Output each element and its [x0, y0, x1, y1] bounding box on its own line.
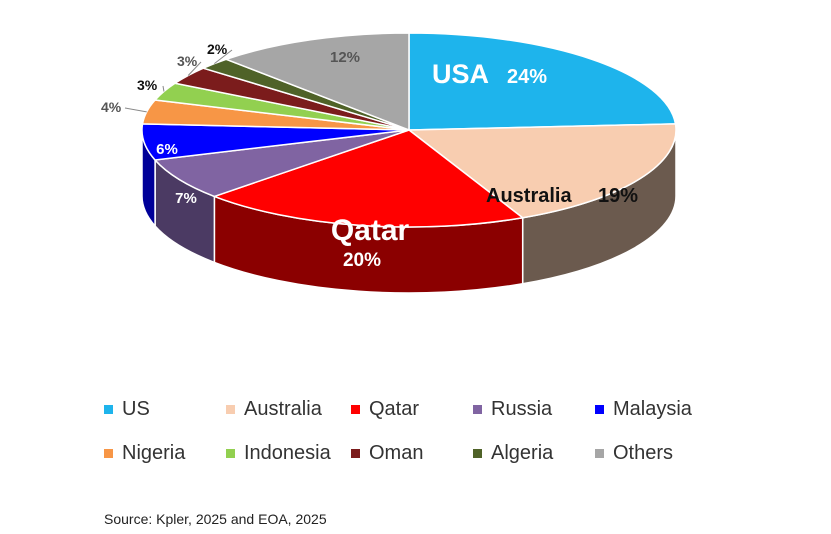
- legend-label: Oman: [369, 441, 424, 464]
- legend-item-indonesia: Indonesia: [226, 441, 351, 465]
- value-label-oman: 3%: [177, 53, 198, 69]
- source-note: Source: Kpler, 2025 and EOA, 2025: [104, 511, 327, 527]
- slice-name-us: USA: [432, 59, 489, 89]
- leader-lines: [124, 49, 233, 113]
- legend-swatch: [226, 404, 235, 414]
- legend-swatch: [104, 404, 113, 414]
- slice-name-qatar: Qatar: [331, 214, 410, 247]
- legend-item-algeria: Algeria: [473, 441, 595, 465]
- legend-item-nigeria: Nigeria: [104, 441, 226, 465]
- value-label-russia: 7%: [175, 190, 197, 207]
- slice-russia: [153, 129, 410, 198]
- value-label-nigeria: 4%: [101, 99, 122, 115]
- legend-item-us: US: [104, 397, 226, 421]
- legend-label: US: [122, 397, 150, 420]
- legend: US Australia Qatar Russia Malaysia Niger…: [104, 397, 744, 465]
- legend-label: Indonesia: [244, 441, 331, 464]
- slice-us: [408, 32, 677, 131]
- leader-line-algeria: [214, 49, 233, 64]
- legend-swatch: [226, 448, 235, 458]
- legend-label: Qatar: [369, 397, 420, 420]
- slice-qatar: [212, 129, 525, 228]
- legend-swatch: [351, 404, 360, 414]
- pie-slices: [141, 32, 677, 228]
- legend-item-oman: Oman: [351, 441, 473, 465]
- legend-label: Algeria: [491, 441, 554, 464]
- leader-line-nigeria: [124, 107, 147, 113]
- legend-swatch: [104, 448, 113, 458]
- slice-others: [224, 32, 410, 132]
- value-label-malaysia: 6%: [156, 141, 178, 158]
- legend-item-malaysia: Malaysia: [595, 397, 745, 421]
- slice-australia: [406, 123, 677, 219]
- legend-label: Australia: [244, 397, 322, 420]
- slice-labels: USA 24% Australia 19% Qatar 20% 7% 6% 4% 3% 3% 2% 12…: [101, 41, 638, 271]
- legend-item-russia: Russia: [473, 397, 595, 421]
- legend-label: Russia: [491, 397, 553, 420]
- pie-sides: [141, 129, 677, 294]
- leader-line-oman: [187, 61, 202, 76]
- legend-item-qatar: Qatar: [351, 397, 473, 421]
- value-label-qatar: 20%: [343, 250, 381, 271]
- value-label-algeria: 2%: [207, 41, 228, 57]
- value-label-indonesia: 3%: [137, 77, 158, 93]
- legend-item-others: Others: [595, 441, 745, 465]
- pie-chart: USA 24% Australia 19% Qatar 20% 7% 6% 4% 3% 3% 2% 12…: [101, 32, 677, 294]
- legend-label: Others: [613, 441, 674, 464]
- legend-swatch: [351, 448, 360, 458]
- legend-swatch: [473, 448, 482, 458]
- leader-line-indonesia: [162, 85, 165, 92]
- legend-label: Malaysia: [613, 397, 692, 420]
- legend-swatch: [473, 404, 482, 414]
- value-label-others: 12%: [330, 49, 360, 66]
- value-label-australia: 19%: [598, 185, 638, 207]
- value-label-us: 24%: [507, 66, 547, 88]
- legend-swatch: [595, 404, 604, 414]
- slice-name-australia: Australia: [486, 185, 572, 207]
- legend-swatch: [595, 448, 604, 458]
- legend-item-australia: Australia: [226, 397, 351, 421]
- legend-label: Nigeria: [122, 441, 186, 464]
